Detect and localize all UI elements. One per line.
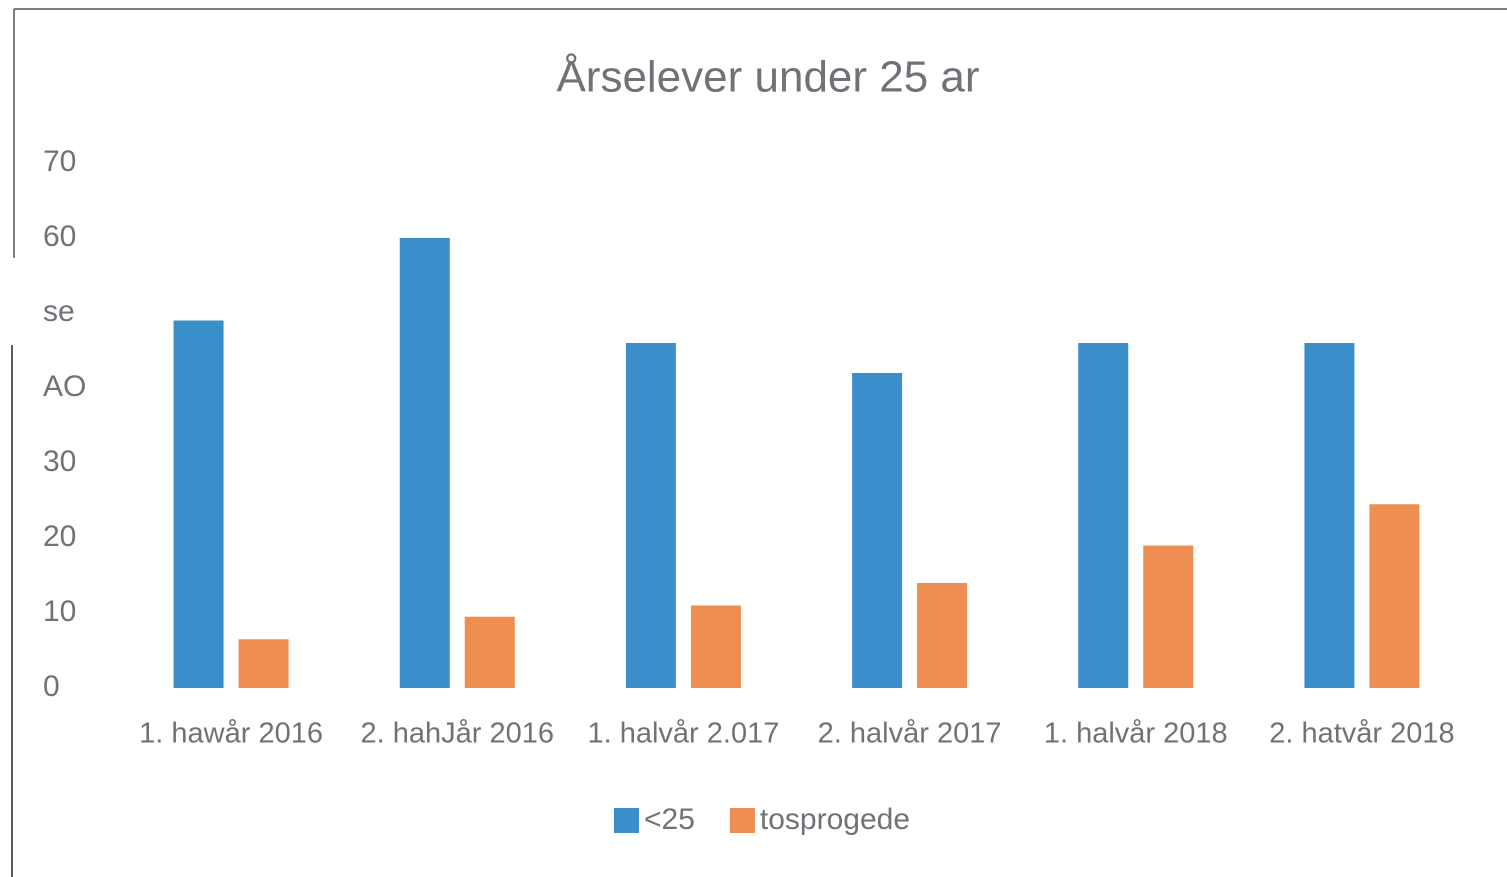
legend-swatch	[729, 808, 755, 833]
legend-label: tosprogede	[760, 803, 910, 836]
x-tick-label: 2. hahJår 2016	[361, 718, 554, 750]
bar	[1078, 343, 1129, 688]
y-tick-label: 0	[43, 670, 60, 703]
legend-label: <25	[644, 803, 695, 836]
bar	[1369, 504, 1420, 688]
y-tick-label: se	[43, 295, 75, 328]
bar	[917, 583, 968, 688]
x-tick-label: 2. halvår 2017	[818, 718, 1002, 750]
x-tick-label: 2. hatvår 2018	[1269, 718, 1454, 750]
bar	[690, 605, 741, 688]
chart-title: Årselever under 25 ar	[556, 53, 979, 102]
bar	[173, 320, 224, 688]
bar	[1304, 343, 1355, 688]
x-tick-label: 1. hawår 2016	[139, 718, 323, 750]
y-tick-label: 20	[43, 520, 76, 553]
bar	[852, 373, 903, 688]
y-tick-label: 70	[43, 145, 76, 178]
y-tick-label: AO	[43, 370, 86, 403]
x-tick-label: 1. halvår 2018	[1044, 718, 1228, 750]
legend-swatch	[614, 808, 639, 833]
y-tick-label: 30	[43, 445, 76, 478]
bar	[399, 238, 450, 688]
bar	[625, 343, 676, 688]
bar	[1143, 545, 1194, 688]
y-tick-label: 10	[43, 595, 76, 628]
y-tick-label: 60	[43, 220, 76, 253]
bar	[464, 616, 515, 688]
x-tick-label: 1. halvår 2.017	[587, 718, 779, 750]
bar	[238, 639, 289, 688]
